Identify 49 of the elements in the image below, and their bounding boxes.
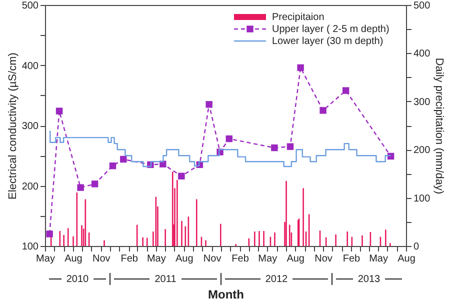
point	[271, 144, 278, 152]
x-tick-label: Nov	[314, 254, 332, 264]
x-tick-label: Nov	[92, 254, 110, 264]
point	[320, 107, 326, 114]
text: 2012	[265, 274, 288, 285]
y2-tick-label: 500	[414, 0, 431, 12]
x-tick-label: Aug	[398, 254, 416, 264]
y2-tick-label: 200	[414, 145, 431, 156]
point	[91, 180, 98, 188]
y2-tick-label: 400	[414, 48, 431, 60]
point	[178, 172, 185, 180]
text: 2013	[358, 274, 381, 285]
y2-tick-label: 300	[414, 96, 431, 108]
y-tick-label: 200	[22, 181, 39, 192]
x-tick-label: May	[146, 254, 166, 264]
point	[46, 230, 53, 238]
point	[109, 162, 116, 170]
x-tick-label: Aug	[175, 254, 194, 264]
point	[120, 156, 127, 163]
point	[56, 108, 63, 114]
legend-label: Lower layer (30 m depth)	[272, 36, 384, 47]
legend-label: Precipitaion	[272, 12, 324, 23]
x-tick-label: Feb	[120, 254, 138, 264]
point	[77, 184, 84, 191]
y2-axis-title: Daily precipitation (mm/day)	[433, 58, 446, 194]
x-axis-title: Month	[208, 288, 244, 302]
y2-tick-label: 100	[414, 193, 431, 204]
point	[286, 143, 294, 150]
x-tick-label: Nov	[203, 254, 222, 264]
x-tick-label: May	[36, 254, 55, 264]
y-tick-label: 400	[22, 60, 39, 72]
x-tick-label: May	[369, 254, 388, 264]
text: 2011	[154, 274, 177, 285]
x-tick-label: Feb	[232, 254, 250, 264]
x-tick-label: May	[258, 254, 278, 264]
point	[342, 87, 350, 94]
y2-tick-label: 0	[414, 242, 420, 252]
x-tick-label: Feb	[342, 254, 361, 264]
y-tick-label: 300	[22, 121, 39, 132]
y-tick-label: 500	[22, 0, 39, 12]
point	[297, 64, 304, 72]
y-axis-title: Electrical conductivity (µS/cm)	[6, 52, 19, 200]
y-tick-label: 100	[22, 242, 39, 252]
point	[226, 135, 232, 142]
text: 2010	[66, 274, 90, 285]
point	[206, 101, 212, 108]
x-tick-label: Aug	[64, 254, 82, 264]
legend-label: Upper layer ( 2-5 m depth)	[272, 24, 390, 35]
x-tick-label: Aug	[286, 254, 304, 264]
